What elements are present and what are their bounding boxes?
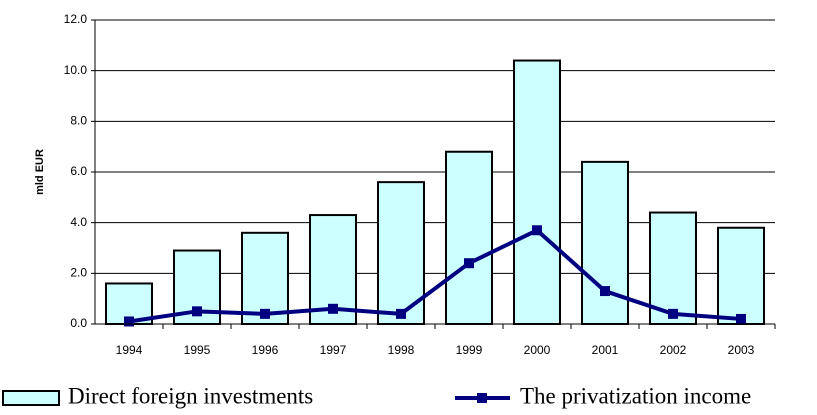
line-marker <box>600 286 610 297</box>
line-marker <box>396 308 406 319</box>
legend-marker <box>477 393 487 403</box>
bar <box>445 150 493 325</box>
line-marker <box>736 313 746 324</box>
x-tick-label: 1999 <box>456 343 483 357</box>
line <box>128 227 742 324</box>
y-tick-label: 4.0 <box>70 215 87 229</box>
x-tick-label: 2003 <box>728 343 755 357</box>
legend-swatch <box>2 390 60 406</box>
bar <box>649 211 697 326</box>
x-tick-label: 1995 <box>184 343 211 357</box>
line-marker <box>532 225 542 236</box>
line-marker <box>328 303 338 314</box>
line-marker <box>124 316 134 327</box>
y-axis-label: mld EUR <box>34 149 46 195</box>
bar <box>581 160 629 325</box>
legend-label: The privatization income <box>520 383 751 408</box>
x-tick-label: 2001 <box>592 343 619 357</box>
line-marker <box>192 306 202 317</box>
x-tick-label: 2000 <box>524 343 551 357</box>
y-tick-label: 12.0 <box>64 12 88 26</box>
y-tick-label: 10.0 <box>64 63 88 77</box>
line-marker <box>668 308 678 319</box>
x-tick-label: 1996 <box>252 343 279 357</box>
x-tick-label: 1994 <box>116 343 143 357</box>
y-tick-label: 2.0 <box>70 266 87 280</box>
y-tick-label: 0.0 <box>70 316 87 330</box>
y-tick-label: 6.0 <box>70 164 87 178</box>
legend-label: Direct foreign investments <box>68 383 313 408</box>
x-tick-label: 1997 <box>320 343 347 357</box>
x-tick-label: 1998 <box>388 343 415 357</box>
x-tick-label: 2002 <box>660 343 687 357</box>
bar <box>513 59 561 326</box>
y-tick-label: 8.0 <box>70 114 87 128</box>
line-marker <box>464 258 474 269</box>
bar <box>717 226 765 326</box>
line-marker <box>260 308 270 319</box>
